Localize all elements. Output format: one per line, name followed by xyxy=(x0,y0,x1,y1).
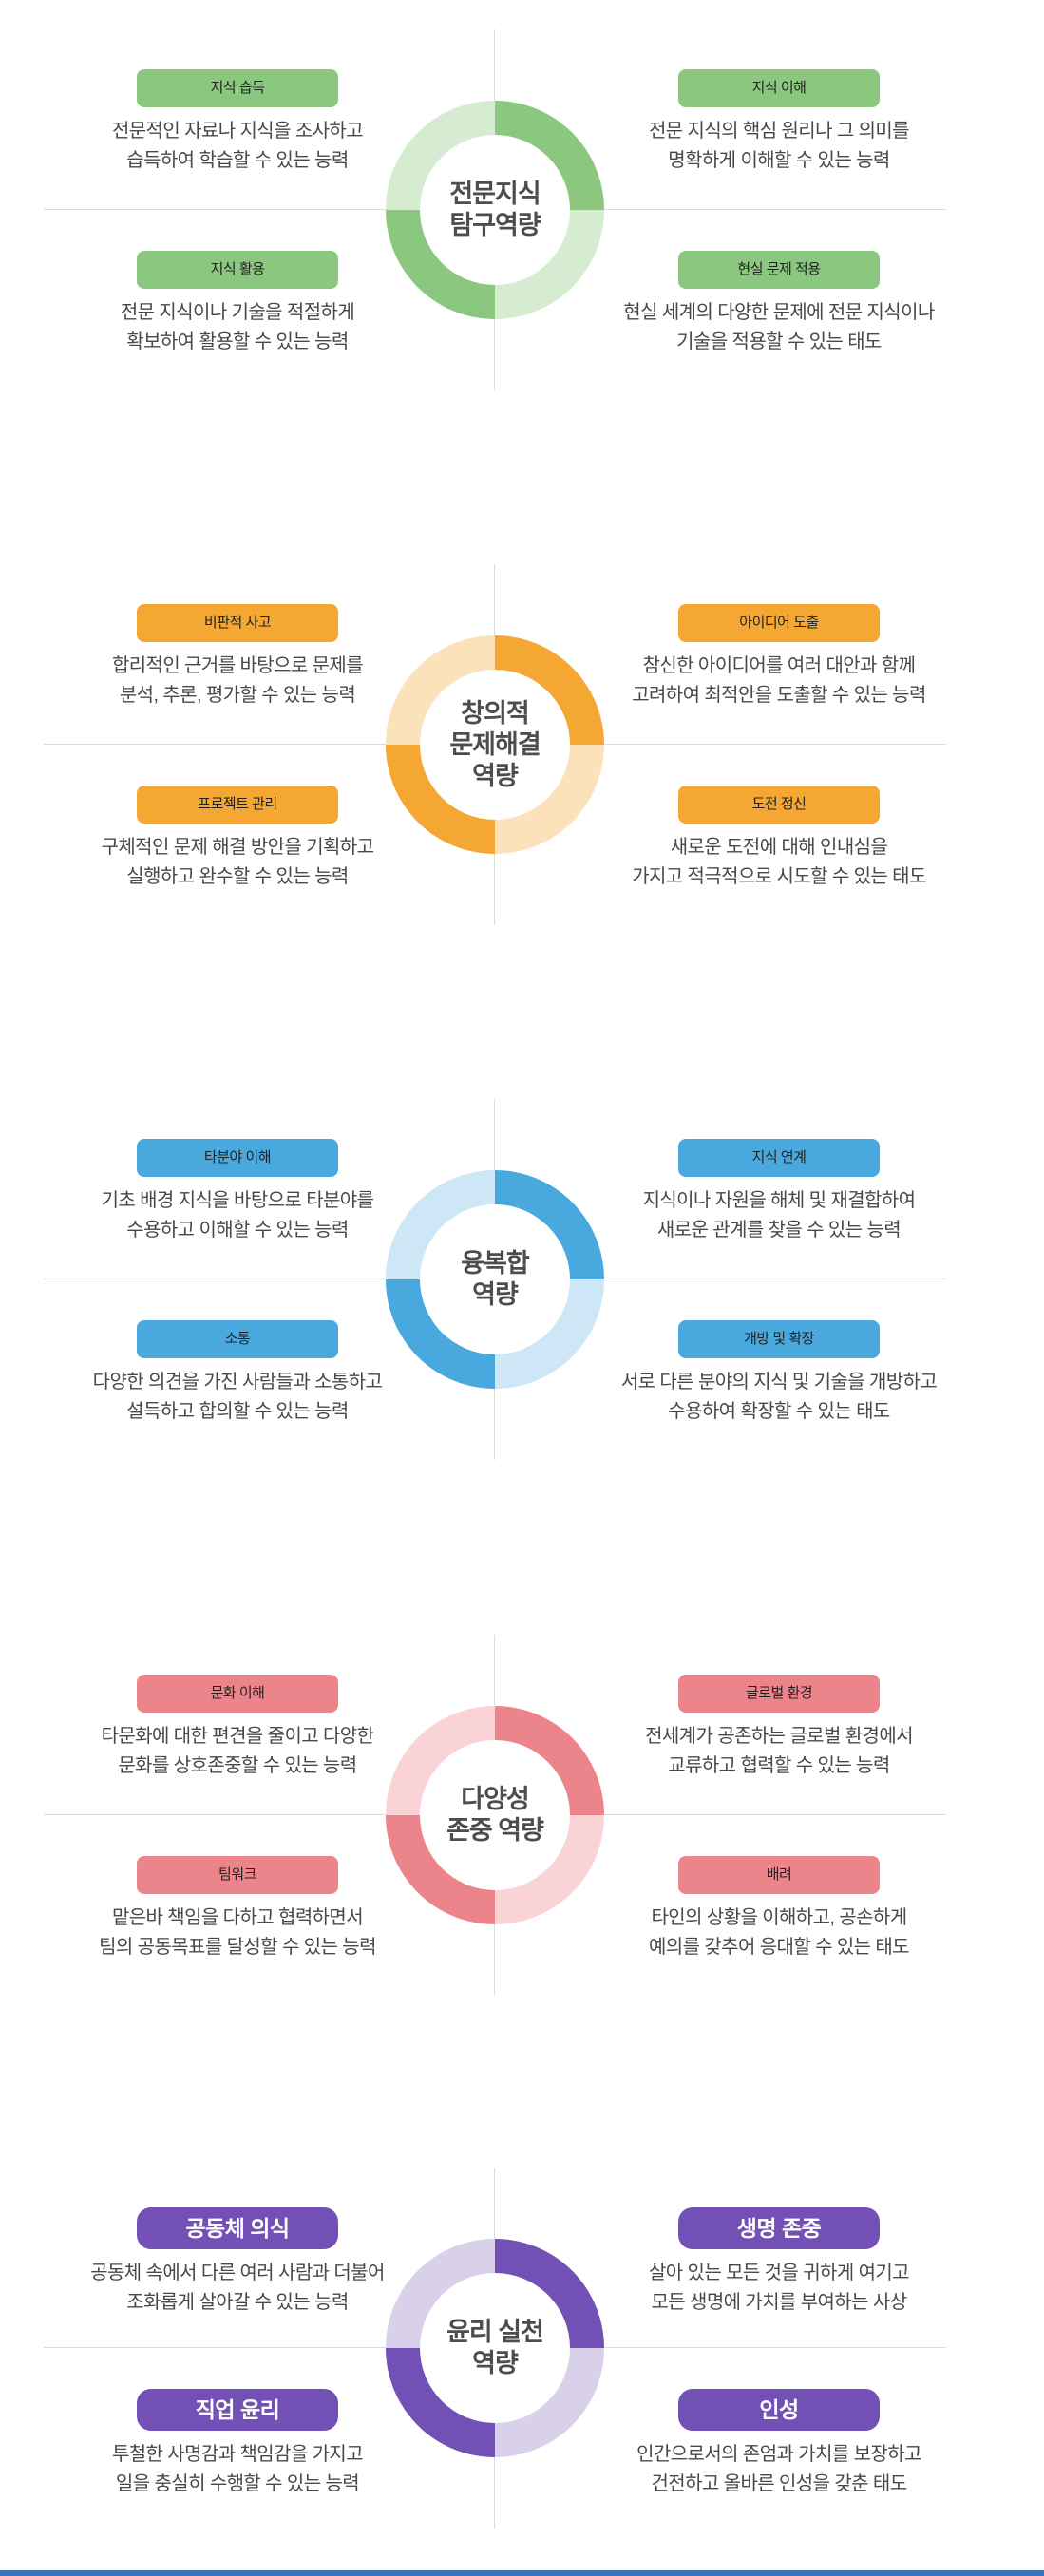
donut-chart xyxy=(386,1170,604,1389)
description: 살아 있는 모든 것을 귀하게 여기고 모든 생명에 가치를 부여하는 사상 xyxy=(649,2263,910,2313)
quadrant-bottom-right: 현실 문제 적용 현실 세계의 다양한 문제에 전문 지식이나 기술을 적용할 … xyxy=(579,251,978,357)
quadrant-top-right: 지식 연계 지식이나 자원을 해체 및 재결합하여 새로운 관계를 찾을 수 있… xyxy=(579,1139,978,1245)
quadrant-top-right: 생명 존중 살아 있는 모든 것을 귀하게 여기고 모든 생명에 가치를 부여하… xyxy=(579,2207,978,2318)
quadrant-bottom-left: 지식 활용 전문 지식이나 기술을 적절하게 확보하여 활용할 수 있는 능력 xyxy=(38,251,437,357)
competency-title: 전문지식 탐구역량 xyxy=(449,180,541,239)
badge: 지식 연계 xyxy=(678,1139,880,1177)
description: 서로 다른 분야의 지식 및 기술을 개방하고 수용하여 확장할 수 있는 태도 xyxy=(620,1372,938,1422)
competency-title: 창의적 문제해결 역량 xyxy=(449,698,541,790)
badge: 팀워크 xyxy=(137,1856,338,1894)
badge: 지식 활용 xyxy=(137,251,338,289)
description: 참신한 아이디어를 여러 대안과 함께 고려하여 최적안을 도출할 수 있는 능… xyxy=(632,655,926,706)
badge: 현실 문제 적용 xyxy=(678,251,880,289)
quadrant-top-left: 문화 이해 타문화에 대한 편견을 줄이고 다양한 문화를 상호존중할 수 있는… xyxy=(38,1675,437,1781)
badge: 글로벌 환경 xyxy=(678,1675,880,1713)
badge: 소통 xyxy=(137,1320,338,1358)
quadrant-bottom-right: 도전 정신 새로운 도전에 대해 인내심을 가지고 적극적으로 시도할 수 있는… xyxy=(579,786,978,892)
competency-title: 윤리 실천 역량 xyxy=(446,2318,544,2377)
quadrant-bottom-right: 개방 및 확장 서로 다른 분야의 지식 및 기술을 개방하고 수용하여 확장할… xyxy=(579,1320,978,1427)
description: 투철한 사명감과 책임감을 가지고 일을 충실히 수행할 수 있는 능력 xyxy=(111,2444,364,2494)
badge: 생명 존중 xyxy=(678,2207,880,2249)
badge: 직업 윤리 xyxy=(137,2389,338,2431)
description: 전세계가 공존하는 글로벌 환경에서 교류하고 협력할 수 있는 능력 xyxy=(645,1726,913,1776)
quadrant-bottom-right: 인성 인간으로서의 존엄과 가치를 보장하고 건전하고 올바른 인성을 갖춘 태… xyxy=(579,2389,978,2499)
section-diversity-respect: 다양성 존중 역량 문화 이해 타문화에 대한 편견을 줄이고 다양한 문화를 … xyxy=(0,1605,1044,2120)
description: 다양한 의견을 가진 사람들과 소통하고 설득하고 합의할 수 있는 능력 xyxy=(92,1372,383,1422)
description: 공동체 속에서 다른 여러 사람과 더불어 조화롭게 살아갈 수 있는 능력 xyxy=(90,2263,385,2313)
description: 새로운 도전에 대해 인내심을 가지고 적극적으로 시도할 수 있는 태도 xyxy=(632,837,926,887)
section-expert-knowledge: 전문지식 탐구역량 지식 습득 전문적인 자료나 지식을 조사하고 습득하여 학… xyxy=(0,0,1044,515)
quadrant-top-left: 지식 습득 전문적인 자료나 지식을 조사하고 습득하여 학습할 수 있는 능력 xyxy=(38,69,437,176)
quadrant-top-left: 비판적 사고 합리적인 근거를 바탕으로 문제를 분석, 추론, 평가할 수 있… xyxy=(38,604,437,710)
description: 기초 배경 지식을 바탕으로 타분야를 수용하고 이해할 수 있는 능력 xyxy=(101,1190,374,1241)
description: 전문 지식의 핵심 원리나 그 의미를 명확하게 이해할 수 있는 능력 xyxy=(649,121,910,171)
competency-title: 융복합 역량 xyxy=(461,1249,530,1309)
donut-chart xyxy=(386,101,604,319)
badge: 문화 이해 xyxy=(137,1675,338,1713)
quadrant-bottom-right: 배려 타인의 상황을 이해하고, 공손하게 예의를 갖추어 응대할 수 있는 태… xyxy=(579,1856,978,1962)
badge: 배려 xyxy=(678,1856,880,1894)
description: 전문적인 자료나 지식을 조사하고 습득하여 학습할 수 있는 능력 xyxy=(111,121,364,171)
quadrant-top-left: 타분야 이해 기초 배경 지식을 바탕으로 타분야를 수용하고 이해할 수 있는… xyxy=(38,1139,437,1245)
badge: 비판적 사고 xyxy=(137,604,338,642)
badge: 프로젝트 관리 xyxy=(137,786,338,824)
description: 타문화에 대한 편견을 줄이고 다양한 문화를 상호존중할 수 있는 능력 xyxy=(101,1726,374,1776)
quadrant-top-left: 공동체 의식 공동체 속에서 다른 여러 사람과 더불어 조화롭게 살아갈 수 … xyxy=(38,2207,437,2318)
description: 현실 세계의 다양한 문제에 전문 지식이나 기술을 적용할 수 있는 태도 xyxy=(623,302,935,352)
bottom-accent-bar xyxy=(0,2570,1044,2576)
section-convergence: 융복합 역량 타분야 이해 기초 배경 지식을 바탕으로 타분야를 수용하고 이… xyxy=(0,1070,1044,1584)
section-creative-problem-solving: 창의적 문제해결 역량 비판적 사고 합리적인 근거를 바탕으로 문제를 분석,… xyxy=(0,535,1044,1050)
description: 지식이나 자원을 해체 및 재결합하여 새로운 관계를 찾을 수 있는 능력 xyxy=(642,1190,916,1241)
badge: 공동체 의식 xyxy=(137,2207,338,2249)
quadrant-bottom-left: 직업 윤리 투철한 사명감과 책임감을 가지고 일을 충실히 수행할 수 있는 … xyxy=(38,2389,437,2499)
badge: 지식 이해 xyxy=(678,69,880,107)
description: 합리적인 근거를 바탕으로 문제를 분석, 추론, 평가할 수 있는 능력 xyxy=(111,655,364,706)
badge: 아이디어 도출 xyxy=(678,604,880,642)
badge: 지식 습득 xyxy=(137,69,338,107)
description: 구체적인 문제 해결 방안을 기획하고 실행하고 완수할 수 있는 능력 xyxy=(101,837,374,887)
badge: 도전 정신 xyxy=(678,786,880,824)
description: 타인의 상황을 이해하고, 공손하게 예의를 갖추어 응대할 수 있는 태도 xyxy=(649,1907,910,1958)
badge: 타분야 이해 xyxy=(137,1139,338,1177)
quadrant-bottom-left: 소통 다양한 의견을 가진 사람들과 소통하고 설득하고 합의할 수 있는 능력 xyxy=(38,1320,437,1427)
competency-title: 다양성 존중 역량 xyxy=(446,1785,544,1845)
description: 인간으로서의 존엄과 가치를 보장하고 건전하고 올바른 인성을 갖춘 태도 xyxy=(636,2444,921,2494)
quadrant-top-right: 글로벌 환경 전세계가 공존하는 글로벌 환경에서 교류하고 협력할 수 있는 … xyxy=(579,1675,978,1781)
donut-chart xyxy=(386,2239,604,2457)
quadrant-bottom-left: 팀워크 맡은바 책임을 다하고 협력하면서 팀의 공동목표를 달성할 수 있는 … xyxy=(38,1856,437,1962)
donut-chart xyxy=(386,635,604,854)
quadrant-top-right: 아이디어 도출 참신한 아이디어를 여러 대안과 함께 고려하여 최적안을 도출… xyxy=(579,604,978,710)
badge: 인성 xyxy=(678,2389,880,2431)
quadrant-top-right: 지식 이해 전문 지식의 핵심 원리나 그 의미를 명확하게 이해할 수 있는 … xyxy=(579,69,978,176)
badge: 개방 및 확장 xyxy=(678,1320,880,1358)
description: 맡은바 책임을 다하고 협력하면서 팀의 공동목표를 달성할 수 있는 능력 xyxy=(99,1907,376,1958)
quadrant-bottom-left: 프로젝트 관리 구체적인 문제 해결 방안을 기획하고 실행하고 완수할 수 있… xyxy=(38,786,437,892)
description: 전문 지식이나 기술을 적절하게 확보하여 활용할 수 있는 능력 xyxy=(120,302,355,352)
section-ethics-practice: 윤리 실천 역량 공동체 의식 공동체 속에서 다른 여러 사람과 더불어 조화… xyxy=(0,2138,1044,2576)
donut-chart xyxy=(386,1706,604,1924)
